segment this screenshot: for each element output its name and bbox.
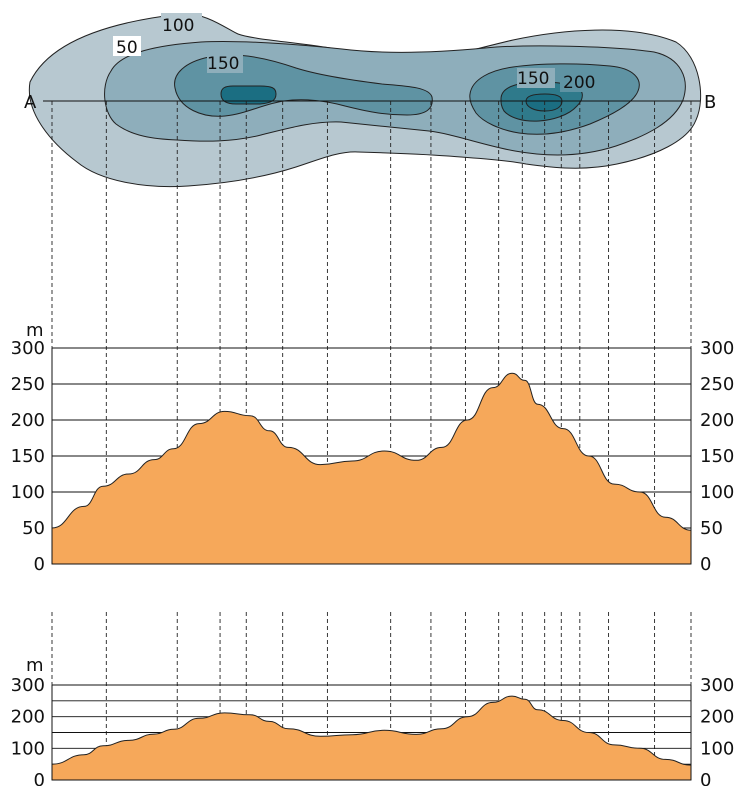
summit-east-area: [525, 93, 563, 112]
point-a-label: A: [24, 92, 37, 113]
left-tick-label: 100: [11, 482, 45, 503]
right-tick-label: 300: [700, 675, 734, 696]
contour-label-bg-200: [560, 72, 602, 92]
left-tick-label: 300: [11, 675, 45, 696]
left-tick-label: 150: [11, 446, 45, 467]
right-tick-label: 100: [700, 738, 734, 759]
left-tick-label: 0: [34, 770, 45, 786]
contour-label-100: 100: [162, 16, 194, 36]
contour-label-150-west: 150: [207, 54, 239, 74]
right-tick-label: 250: [700, 374, 734, 395]
contour-label-bg-150-west: [207, 53, 243, 73]
contour-label-200: 200: [563, 73, 595, 93]
left-tick-label: 100: [11, 738, 45, 759]
profile-2-unit-label: m: [26, 655, 44, 676]
contour-label-bg-100: [161, 13, 202, 35]
contour-map: A B 50 100 150 150 200: [24, 13, 716, 188]
contour-label-150-east: 150: [517, 69, 549, 89]
right-tick-label: 50: [700, 518, 723, 539]
profile-compressed-scale: m 0 100 200 300 0 100 200 300: [11, 655, 735, 786]
left-tick-label: 250: [11, 374, 45, 395]
left-tick-label: 50: [22, 518, 45, 539]
contour-label-bg-50: [113, 36, 141, 56]
right-tick-label: 100: [700, 482, 734, 503]
left-tick-label: 300: [11, 338, 45, 359]
contour-label-bg-150-east: [517, 68, 555, 88]
terrain-profile-area-compressed: [51, 695, 692, 781]
contour-label-50: 50: [116, 38, 138, 58]
projection-drop-lines: [51, 101, 692, 780]
left-tick-label: 200: [11, 707, 45, 728]
right-tick-label: 150: [700, 446, 734, 467]
right-tick-label: 200: [700, 410, 734, 431]
right-tick-label: 300: [700, 338, 734, 359]
summit-west-area: [220, 85, 277, 105]
left-tick-label: 0: [34, 554, 45, 575]
profile-1-unit-label: m: [26, 320, 44, 341]
profile-standard-scale: m 0 50 100 150 200 250 300 0 50 100 150 200 250 300: [11, 320, 735, 575]
point-b-label: B: [704, 92, 716, 113]
terrain-profile-area: [51, 372, 692, 565]
right-tick-label: 0: [700, 770, 711, 786]
right-tick-label: 200: [700, 707, 734, 728]
right-tick-label: 0: [700, 554, 711, 575]
left-tick-label: 200: [11, 410, 45, 431]
